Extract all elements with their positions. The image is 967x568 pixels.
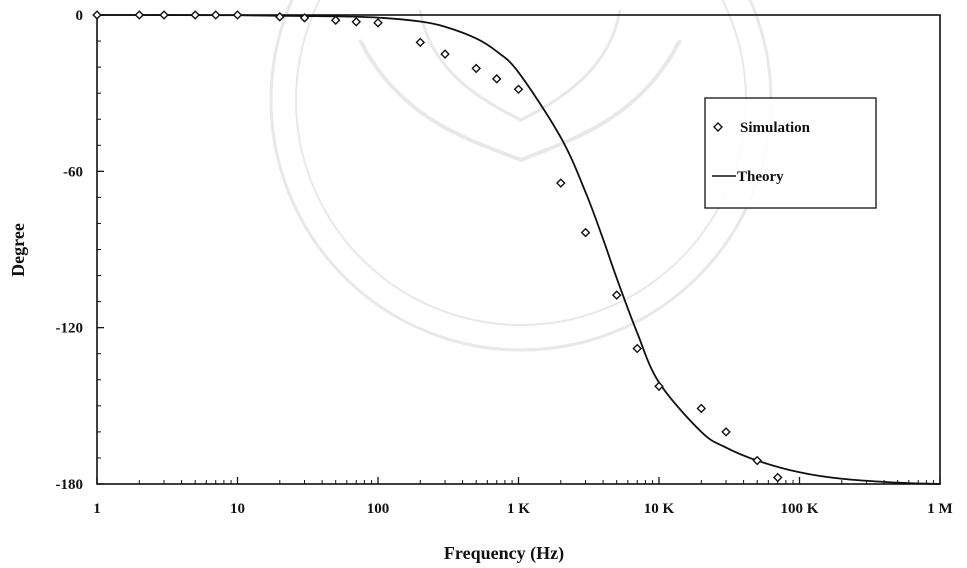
- simulation-point: [190, 10, 200, 20]
- x-axis: 1 10 100 1 K 10 K 100 K 1 M: [93, 477, 953, 517]
- simulation-point: [351, 16, 362, 27]
- x-tick-label: 100: [367, 501, 390, 517]
- simulation-point: [611, 290, 622, 300]
- simulation-point: [373, 18, 383, 28]
- simulation-point: [471, 63, 481, 74]
- x-tick-label: 10: [230, 501, 245, 517]
- simulation-point: [299, 13, 310, 23]
- theory-line: [96, 14, 941, 485]
- simulation-point: [232, 10, 243, 20]
- y-tick-label: -60: [63, 164, 83, 180]
- simulation-point: [415, 37, 426, 48]
- simulation-point: [696, 403, 707, 414]
- simulation-point: [210, 10, 221, 20]
- simulation-point: [330, 15, 341, 26]
- simulation-point: [513, 84, 524, 95]
- x-axis-title: Frequency (Hz): [444, 543, 564, 564]
- simulation-point: [440, 49, 450, 59]
- x-tick-label: 1: [93, 501, 101, 517]
- simulation-point: [632, 343, 643, 354]
- y-axis-title: Degree: [8, 223, 28, 277]
- simulation-point: [275, 12, 285, 22]
- simulation-point: [772, 472, 783, 483]
- x-tick-label: 1 K: [507, 501, 530, 517]
- y-tick-label: -180: [56, 477, 84, 493]
- x-tick-label: 1 M: [927, 501, 952, 517]
- y-tick-label: 0: [76, 8, 84, 24]
- simulation-point: [556, 178, 566, 188]
- legend-diamond-marker: [713, 122, 723, 132]
- simulation-point: [721, 427, 731, 437]
- simulation-point: [580, 227, 591, 238]
- y-axis: 0 -60 -120 -180: [56, 8, 104, 493]
- legend-box: [704, 97, 877, 209]
- legend-item-simulation: Simulation: [713, 120, 811, 136]
- legend: Simulation Theory: [704, 97, 877, 209]
- simulation-point: [654, 381, 664, 392]
- x-tick-label: 100 K: [781, 501, 819, 517]
- series-layer: [92, 10, 941, 485]
- legend-label-theory: Theory: [737, 169, 784, 185]
- simulation-point: [92, 10, 102, 20]
- y-tick-label: -120: [56, 321, 84, 337]
- simulation-point: [752, 455, 762, 466]
- legend-item-theory: Theory: [712, 169, 784, 185]
- simulation-point: [491, 74, 502, 84]
- x-tick-label: 10 K: [644, 501, 675, 517]
- watermark-seal: [269, 0, 773, 352]
- legend-label-simulation: Simulation: [740, 120, 811, 136]
- simulation-point: [159, 10, 169, 20]
- simulation-point: [134, 10, 145, 20]
